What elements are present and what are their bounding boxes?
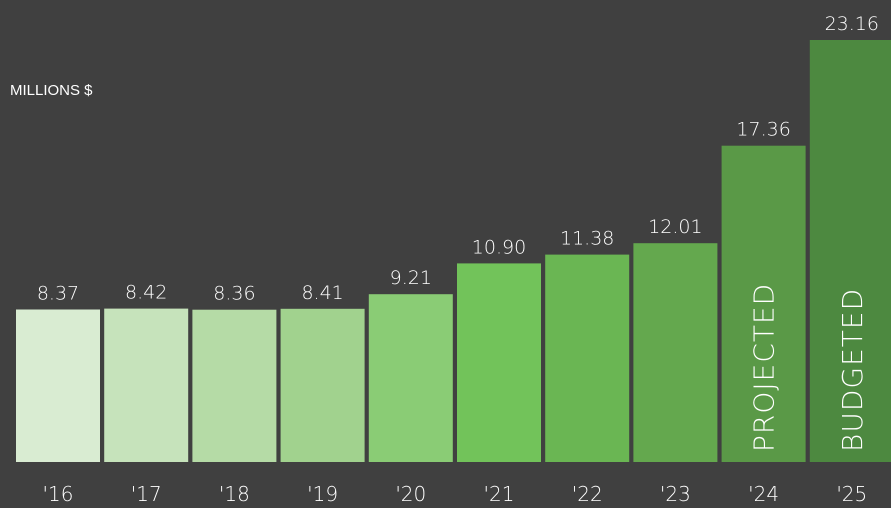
bar (104, 308, 189, 462)
unit-label: MILLIONS $ (10, 82, 93, 99)
value-label: 9.21 (390, 267, 432, 289)
value-label: 10.90 (472, 236, 526, 258)
bar (280, 308, 365, 462)
value-label: 8.42 (125, 282, 167, 304)
bar (721, 145, 806, 462)
bar (368, 294, 453, 462)
x-tick-label: '21 (484, 482, 515, 506)
x-tick-label: '25 (836, 482, 867, 506)
value-label: 8.41 (301, 282, 343, 304)
x-tick-labels-group: '16 '17 '18 '19 '20 '21 '22 '23 '24 '25 (43, 482, 868, 506)
x-tick-label: '23 (660, 482, 691, 506)
x-tick-label: '24 (748, 482, 779, 506)
x-tick-label: '18 (219, 482, 250, 506)
bar-annotation: PROJECTED (748, 283, 781, 452)
x-tick-label: '22 (572, 482, 603, 506)
x-tick-label: '19 (307, 482, 338, 506)
x-tick-label: '20 (395, 482, 426, 506)
bar (633, 243, 718, 462)
bar (809, 40, 891, 462)
bar (192, 309, 277, 462)
bar (545, 254, 630, 462)
value-labels-group: 8.37 8.42 8.36 8.41 9.21 10.90 11.38 12.01 17.36… (37, 13, 879, 305)
x-tick-label: '17 (131, 482, 162, 506)
bars-group (16, 40, 891, 462)
value-label: 12.01 (648, 216, 702, 238)
value-label: 17.36 (736, 119, 790, 141)
bar (16, 309, 100, 462)
bar-annotation: BUDGETED (836, 288, 869, 452)
x-tick-label: '16 (43, 482, 74, 506)
value-label: 11.38 (560, 228, 614, 250)
value-label: 8.37 (37, 283, 79, 305)
value-label: 23.16 (825, 13, 879, 35)
bar-annotations-group: PROJECTED BUDGETED (748, 283, 869, 452)
value-label: 8.36 (213, 283, 255, 305)
bar (457, 263, 541, 462)
